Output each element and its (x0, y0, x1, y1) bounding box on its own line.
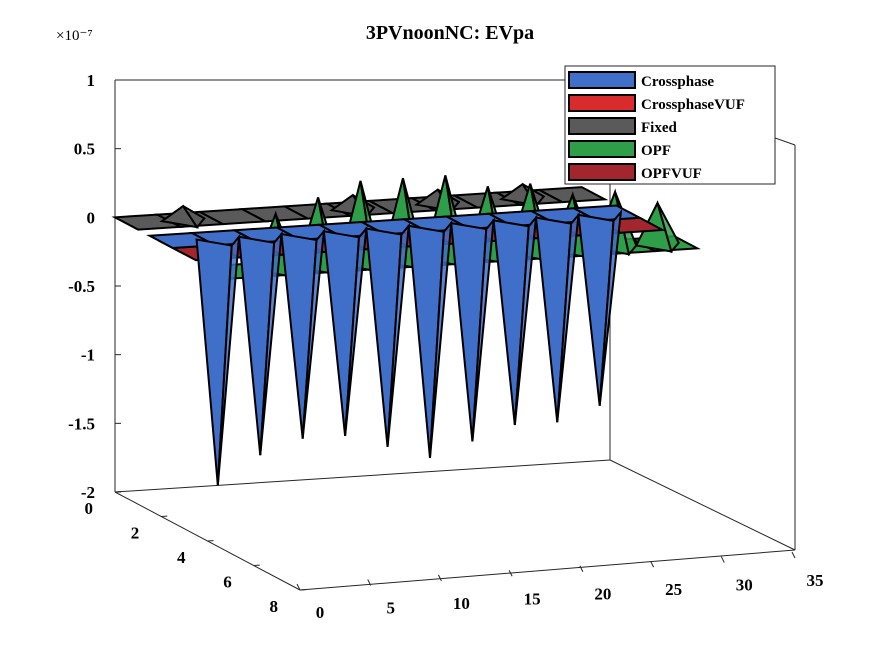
y-axis-ticks: 0 2 4 6 8 (85, 491, 307, 616)
x-tick-mark (791, 551, 796, 559)
surface-spike (471, 217, 495, 442)
surface-spike (656, 202, 680, 254)
surface-spike (259, 230, 283, 456)
x-tick-mark (579, 565, 584, 572)
x-tick-mark (508, 570, 513, 577)
z-tick-label: -2 (81, 483, 95, 502)
surface-spike (556, 211, 580, 423)
legend-label: OPFVUF (641, 166, 702, 182)
x-tick-mark (437, 574, 442, 582)
x-axis-line (299, 549, 796, 591)
legend-label: OPF (641, 143, 671, 159)
legend: Crossphase CrossphaseVUF Fixed OPF OPFVUF (564, 65, 776, 185)
z-tick-label: -0.5 (68, 277, 95, 296)
surface-spike (598, 208, 623, 406)
z-axis-exponent: ×10⁻⁷ (56, 28, 93, 44)
x-tick-label: 0 (316, 603, 325, 622)
surface-series (146, 204, 644, 486)
legend-label: CrossphaseVUF (641, 97, 745, 113)
y-tick-label: 0 (85, 499, 94, 518)
box-edge-right-bottom (609, 459, 796, 551)
x-tick-mark (650, 560, 655, 568)
surface-spike (182, 205, 206, 229)
y-tick-label: 2 (131, 524, 140, 543)
z-tick-label: 0 (87, 208, 96, 227)
surface-layer (111, 175, 701, 486)
x-tick-label: 15 (524, 589, 541, 608)
legend-swatch (568, 163, 636, 181)
legend-label: Fixed (641, 120, 677, 136)
box-edge-back-bottom (114, 459, 611, 493)
x-tick-mark (296, 583, 301, 591)
y-tick-label: 8 (270, 597, 279, 616)
surface-spike (216, 233, 241, 486)
surface-spike (428, 220, 453, 459)
legend-items: Crossphase CrossphaseVUF Fixed OPF OPFVUF (568, 71, 745, 182)
y-tick-label: 4 (177, 548, 186, 567)
z-axis-ticks: 1 0.5 0 -0.5 -1 -1.5 -2 (68, 71, 121, 502)
surface-spike (513, 214, 538, 426)
legend-swatch (568, 71, 636, 89)
surface-spike (344, 225, 368, 437)
y-tick-label: 6 (223, 573, 232, 592)
z-tick-label: 0.5 (74, 140, 95, 159)
surface-spike (301, 228, 326, 439)
legend-swatch (568, 117, 636, 135)
x-tick-label: 35 (807, 571, 824, 590)
z-tick-label: -1 (81, 346, 95, 365)
x-axis-ticks: 0 5 10 15 20 25 30 35 (296, 551, 824, 622)
x-tick-label: 5 (386, 598, 395, 617)
x-tick-label: 20 (594, 585, 611, 604)
z-tick-label: -1.5 (68, 414, 95, 433)
x-tick-mark (720, 556, 725, 563)
surface-spike (386, 222, 411, 448)
x-tick-label: 25 (665, 580, 682, 599)
legend-label: Crossphase (641, 74, 714, 90)
x-tick-label: 30 (736, 576, 753, 595)
x-tick-label: 10 (453, 594, 470, 613)
x-tick-mark (367, 579, 372, 586)
legend-swatch (568, 140, 636, 158)
legend-swatch (568, 94, 636, 112)
z-tick-label: 1 (87, 71, 96, 90)
chart-title: 3PVnoonNC: EVpa (366, 22, 534, 44)
